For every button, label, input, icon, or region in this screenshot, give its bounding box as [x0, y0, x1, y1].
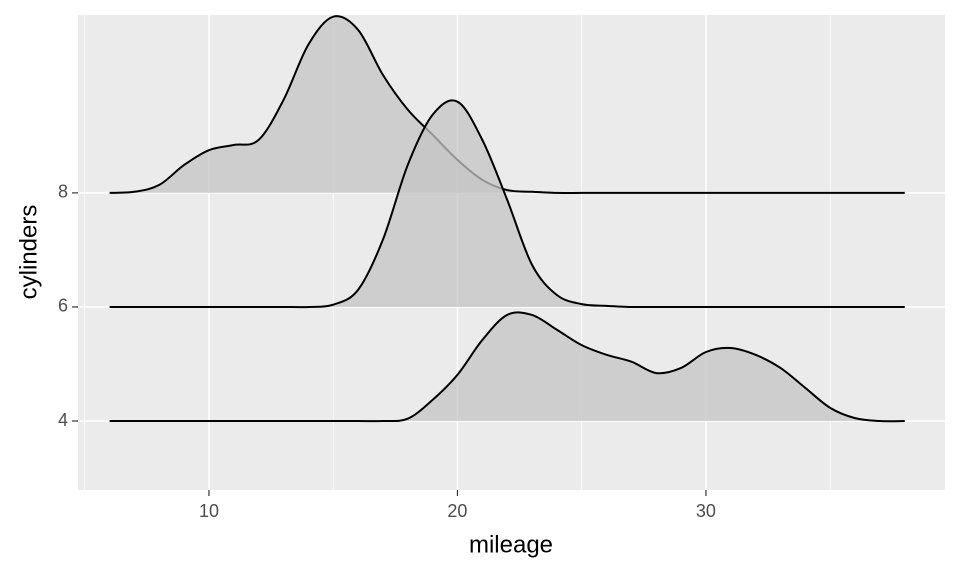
y-tick-label: 8: [58, 182, 68, 202]
y-tick-label: 6: [58, 296, 68, 316]
x-tick-label: 10: [199, 501, 219, 521]
x-tick-label: 30: [696, 501, 716, 521]
ridge-area: [109, 16, 905, 193]
y-axis-title: cylinders: [15, 205, 42, 300]
ridge-line: [109, 311, 905, 423]
ridge-area: [109, 100, 905, 308]
x-tick-label: 20: [447, 501, 467, 521]
ridge-line: [109, 15, 905, 194]
y-tick-label: 4: [58, 410, 68, 430]
ridge-line: [109, 99, 905, 309]
x-axis-title: mileage: [469, 531, 553, 558]
ridge-area: [109, 312, 905, 422]
